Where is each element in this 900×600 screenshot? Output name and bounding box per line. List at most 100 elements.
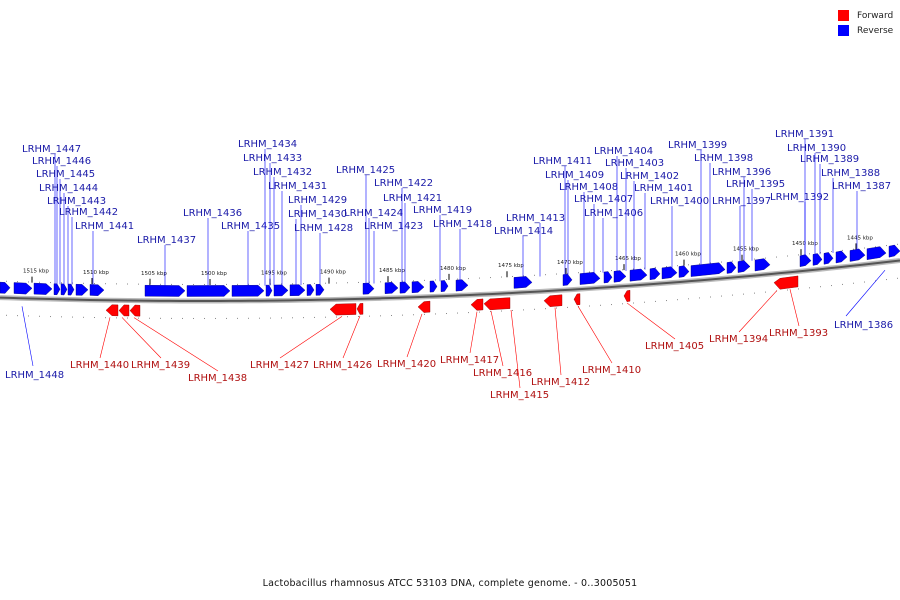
upper-tick-dot	[215, 283, 216, 285]
gene-label-lrhm-1403: LRHM_1403	[605, 158, 664, 169]
gene-label-lrhm-1428: LRHM_1428	[294, 223, 353, 234]
upper-tick-dot	[237, 283, 238, 285]
legend-forward-label: Forward	[857, 10, 894, 21]
lower-tick-dot	[721, 295, 722, 297]
lower-tick-dot	[94, 317, 95, 319]
gene-label-lrhm-1413: LRHM_1413	[506, 213, 565, 224]
upper-tick-dot	[435, 279, 436, 281]
upper-tick-dot	[413, 280, 414, 282]
upper-tick-dot	[512, 275, 513, 277]
legend: Forward Reverse	[838, 8, 893, 38]
reverse-gene-arrow	[33, 282, 53, 295]
gene-leader	[406, 313, 423, 358]
upper-tick-dot	[622, 269, 623, 271]
reverse-gene-arrow	[306, 284, 315, 296]
lower-tick-dot	[6, 314, 7, 316]
gene-leader	[626, 302, 676, 340]
upper-tick-dot	[765, 257, 766, 259]
upper-tick-dot	[556, 273, 557, 275]
gene-label-lrhm-1404: LRHM_1404	[594, 146, 653, 157]
lower-tick-dot	[633, 302, 634, 304]
upper-tick-dot	[248, 283, 249, 285]
gene-leader	[121, 317, 162, 359]
upper-tick-dot	[501, 276, 502, 278]
gene-label-lrhm-1434: LRHM_1434	[238, 139, 297, 150]
lower-tick-dot	[424, 313, 425, 315]
lower-tick-dot	[61, 316, 62, 318]
upper-tick-dot	[776, 256, 777, 258]
upper-tick-dot	[28, 281, 29, 283]
lower-tick-dot	[149, 317, 150, 319]
forward-gene-arrow	[773, 275, 799, 290]
gene-label-lrhm-1426: LRHM_1426	[313, 360, 372, 371]
lower-tick-dot	[402, 314, 403, 316]
lower-tick-dot	[369, 315, 370, 317]
gene-label-lrhm-1405: LRHM_1405	[645, 341, 704, 352]
gene-label-lrhm-1439: LRHM_1439	[131, 360, 190, 371]
upper-tick-dot	[589, 271, 590, 273]
reverse-gene-arrow	[411, 281, 425, 294]
upper-tick-dot	[50, 282, 51, 284]
lower-tick-dot	[534, 308, 535, 310]
lower-tick-dot	[853, 282, 854, 284]
lower-tick-dot	[644, 301, 645, 303]
lower-tick-dot	[512, 309, 513, 311]
reverse-gene-arrow	[384, 282, 399, 294]
lower-tick-dot	[457, 312, 458, 314]
axis-tick-label: 1475 kbp	[498, 263, 524, 269]
gene-leader	[490, 310, 504, 367]
upper-tick-dot	[226, 283, 227, 285]
axis-tick-label: 1445 kbp	[847, 235, 873, 241]
reverse-gene-arrow	[629, 268, 648, 282]
gene-label-lrhm-1409: LRHM_1409	[545, 170, 604, 181]
gene-label-lrhm-1392: LRHM_1392	[770, 192, 829, 203]
reverse-gene-arrow	[67, 283, 75, 296]
gene-label-lrhm-1418: LRHM_1418	[433, 219, 492, 230]
upper-tick-dot	[644, 267, 645, 269]
lower-tick-dot	[204, 317, 205, 319]
upper-tick-dot	[732, 260, 733, 262]
reverse-gene-arrow	[690, 262, 726, 277]
reverse-gene-arrow	[866, 246, 887, 260]
reverse-gene-arrow	[823, 252, 834, 265]
upper-tick-dot	[446, 279, 447, 281]
lower-tick-dot	[325, 316, 326, 318]
lower-tick-dot	[556, 307, 557, 309]
axis-tick-label: 1470 kbp	[557, 260, 583, 266]
reverse-gene-arrow	[315, 283, 325, 296]
upper-tick-dot	[281, 283, 282, 285]
upper-tick-dot	[292, 283, 293, 285]
reverse-gene-arrow	[513, 276, 533, 289]
lower-tick-dot	[171, 317, 172, 319]
reverse-gene-arrow	[440, 280, 449, 292]
gene-leader	[738, 290, 778, 333]
gene-label-lrhm-1398: LRHM_1398	[694, 153, 753, 164]
forward-gene-arrow	[543, 294, 563, 307]
reverse-gene-arrow	[75, 283, 89, 296]
upper-tick-dot	[666, 266, 667, 268]
upper-tick-dot	[457, 278, 458, 280]
gene-label-lrhm-1399: LRHM_1399	[668, 140, 727, 151]
lower-tick-dot	[435, 313, 436, 315]
lower-tick-dot	[655, 300, 656, 302]
gene-label-lrhm-1444: LRHM_1444	[39, 183, 98, 194]
gene-leader	[133, 317, 219, 372]
reverse-gene-arrow	[265, 284, 273, 297]
upper-tick-dot	[171, 283, 172, 285]
lower-tick-dot	[314, 316, 315, 318]
gene-label-lrhm-1412: LRHM_1412	[531, 377, 590, 388]
upper-tick-dot	[303, 283, 304, 285]
backbone	[0, 259, 900, 302]
upper-tick-dot	[699, 263, 700, 265]
upper-tick-dot	[336, 282, 337, 284]
reverse-gene-arrow	[849, 248, 866, 262]
gene-label-lrhm-1443: LRHM_1443	[47, 196, 106, 207]
gene-label-lrhm-1410: LRHM_1410	[582, 365, 641, 376]
upper-tick-dot	[688, 264, 689, 266]
gene-label-lrhm-1390: LRHM_1390	[787, 143, 846, 154]
legend-reverse-label: Reverse	[857, 25, 894, 36]
lower-tick-dot	[336, 316, 337, 318]
upper-tick-dot	[853, 248, 854, 250]
lower-tick-dot	[864, 281, 865, 283]
